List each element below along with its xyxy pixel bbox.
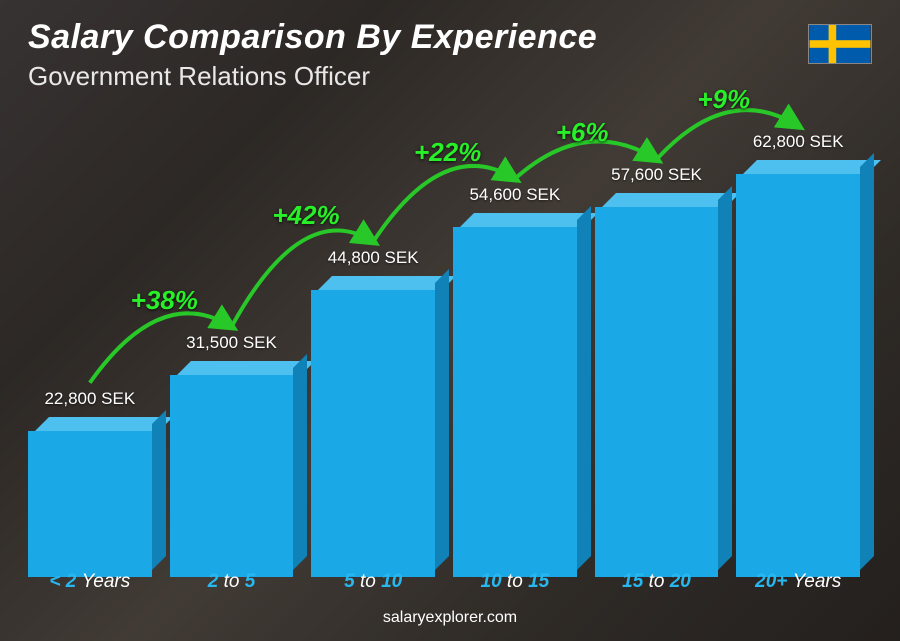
flag-sweden-icon: [808, 24, 872, 64]
increase-pct-label: +9%: [697, 84, 750, 115]
bar-column: [28, 417, 152, 563]
header: Salary Comparison By Experience Governme…: [28, 18, 800, 92]
xaxis: < 2 Years 2 to 5 5 to 10 10 to 15 15 to 20 20…: [28, 571, 860, 593]
xaxis-label: 10 to 15: [453, 571, 577, 593]
bar-column: [170, 361, 294, 563]
bar-value-label: 62,800 SEK: [753, 132, 844, 152]
bar-0: 22,800 SEK: [28, 389, 152, 563]
increase-pct-label: +22%: [414, 137, 481, 168]
footer-credit: salaryexplorer.com: [0, 609, 900, 627]
bar-4: 57,600 SEK: [595, 165, 719, 563]
bar-value-label: 57,600 SEK: [611, 165, 702, 185]
bar-column: [736, 160, 860, 563]
bar-value-label: 22,800 SEK: [44, 389, 135, 409]
xaxis-label: < 2 Years: [28, 571, 152, 593]
bar-1: 31,500 SEK: [170, 333, 294, 563]
bar-5: 62,800 SEK: [736, 132, 860, 563]
xaxis-label: 2 to 5: [170, 571, 294, 593]
xaxis-label: 15 to 20: [595, 571, 719, 593]
bar-3: 54,600 SEK: [453, 185, 577, 563]
increase-pct-label: +42%: [272, 200, 339, 231]
bar-2: 44,800 SEK: [311, 248, 435, 563]
bar-value-label: 31,500 SEK: [186, 333, 277, 353]
page-title: Salary Comparison By Experience: [28, 18, 800, 57]
increase-pct-label: +38%: [131, 285, 198, 316]
salary-bar-chart: 22,800 SEK 31,500 SEK 44,800 SEK 54,600 SEK…: [28, 120, 860, 563]
bar-value-label: 44,800 SEK: [328, 248, 419, 268]
bar-column: [453, 213, 577, 563]
page-subtitle: Government Relations Officer: [28, 61, 800, 92]
xaxis-label: 5 to 10: [311, 571, 435, 593]
bar-column: [595, 193, 719, 563]
increase-pct-label: +6%: [556, 117, 609, 148]
bar-column: [311, 276, 435, 563]
bar-value-label: 54,600 SEK: [469, 185, 560, 205]
xaxis-label: 20+ Years: [736, 571, 860, 593]
